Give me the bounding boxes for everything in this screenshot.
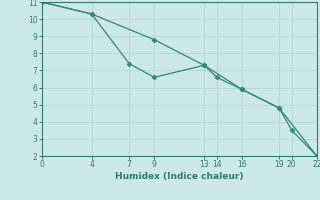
X-axis label: Humidex (Indice chaleur): Humidex (Indice chaleur): [115, 172, 244, 181]
